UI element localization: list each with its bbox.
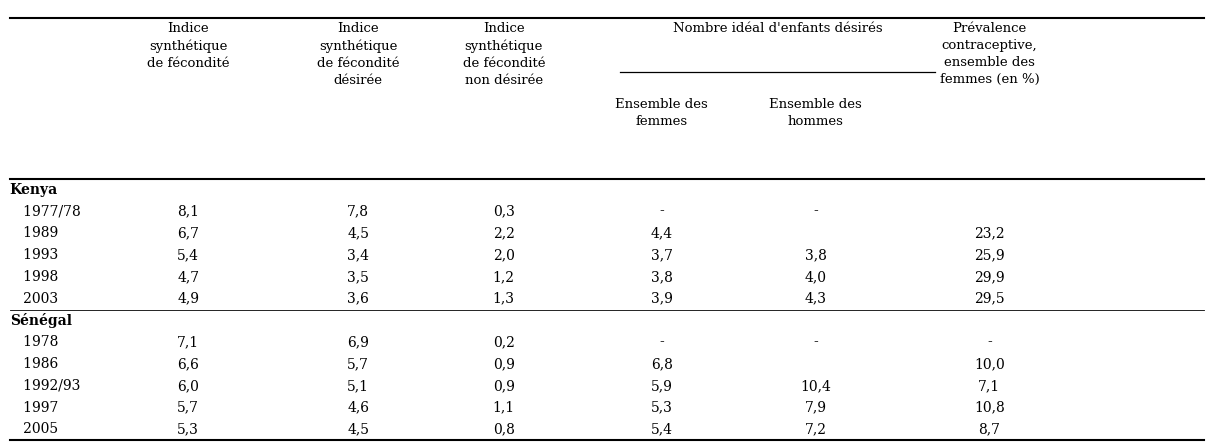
Text: 7,2: 7,2 [805, 422, 827, 436]
Text: 4,6: 4,6 [347, 401, 369, 415]
Text: Indice
synthétique
de fécondité
désirée: Indice synthétique de fécondité désirée [317, 22, 399, 87]
Text: Indice
synthétique
de fécondité
non désirée: Indice synthétique de fécondité non dési… [463, 22, 545, 87]
Text: 0,9: 0,9 [493, 379, 515, 393]
Text: 7,1: 7,1 [177, 335, 199, 349]
Text: -: - [659, 335, 664, 349]
Text: 0,8: 0,8 [493, 422, 515, 436]
Text: 5,4: 5,4 [177, 248, 199, 262]
Text: 5,7: 5,7 [177, 401, 199, 415]
Text: 4,5: 4,5 [347, 226, 369, 240]
Text: 1992/93: 1992/93 [10, 379, 80, 393]
Text: 5,1: 5,1 [347, 379, 369, 393]
Text: 6,6: 6,6 [177, 357, 199, 371]
Text: 1997: 1997 [10, 401, 58, 415]
Text: 6,7: 6,7 [177, 226, 199, 240]
Text: 3,6: 3,6 [347, 291, 369, 306]
Text: 8,7: 8,7 [978, 422, 1000, 436]
Text: 1989: 1989 [10, 226, 58, 240]
Text: -: - [987, 335, 992, 349]
Text: Ensemble des
femmes: Ensemble des femmes [615, 98, 708, 128]
Text: -: - [813, 335, 818, 349]
Text: 25,9: 25,9 [974, 248, 1005, 262]
Text: Nombre idéal d'enfants désirés: Nombre idéal d'enfants désirés [674, 22, 883, 35]
Text: 1,1: 1,1 [493, 401, 515, 415]
Text: Ensemble des
hommes: Ensemble des hommes [770, 98, 862, 128]
Text: 3,8: 3,8 [805, 248, 827, 262]
Text: 5,3: 5,3 [651, 401, 673, 415]
Text: 3,7: 3,7 [651, 248, 673, 262]
Text: 2,2: 2,2 [493, 226, 515, 240]
Text: 1,2: 1,2 [493, 270, 515, 284]
Text: 2,0: 2,0 [493, 248, 515, 262]
Text: Sénégal: Sénégal [10, 313, 72, 328]
Text: Kenya: Kenya [10, 183, 58, 197]
Text: 4,7: 4,7 [177, 270, 199, 284]
Text: 6,0: 6,0 [177, 379, 199, 393]
Text: 4,3: 4,3 [805, 291, 827, 306]
Text: 6,9: 6,9 [347, 335, 369, 349]
Text: 3,9: 3,9 [651, 291, 673, 306]
Text: 1986: 1986 [10, 357, 58, 371]
Text: 5,7: 5,7 [347, 357, 369, 371]
Text: 5,4: 5,4 [651, 422, 673, 436]
Text: -: - [813, 204, 818, 219]
Text: 0,9: 0,9 [493, 357, 515, 371]
Text: 4,5: 4,5 [347, 422, 369, 436]
Text: 23,2: 23,2 [974, 226, 1005, 240]
Text: 0,3: 0,3 [493, 204, 515, 219]
Text: -: - [659, 204, 664, 219]
Text: 4,9: 4,9 [177, 291, 199, 306]
Text: 4,4: 4,4 [651, 226, 673, 240]
Text: 1978: 1978 [10, 335, 58, 349]
Text: Prévalence
contraceptive,
ensemble des
femmes (en %): Prévalence contraceptive, ensemble des f… [940, 22, 1039, 86]
Text: 1,3: 1,3 [493, 291, 515, 306]
Text: 10,8: 10,8 [974, 401, 1005, 415]
Text: 1977/78: 1977/78 [10, 204, 80, 219]
Text: 29,5: 29,5 [974, 291, 1005, 306]
Text: 3,5: 3,5 [347, 270, 369, 284]
Text: 3,4: 3,4 [347, 248, 369, 262]
Text: 1998: 1998 [10, 270, 58, 284]
Text: 8,1: 8,1 [177, 204, 199, 219]
Text: 29,9: 29,9 [974, 270, 1005, 284]
Text: 7,8: 7,8 [347, 204, 369, 219]
Text: 7,1: 7,1 [978, 379, 1000, 393]
Text: 7,9: 7,9 [805, 401, 827, 415]
Text: 4,0: 4,0 [805, 270, 827, 284]
Text: 1993: 1993 [10, 248, 58, 262]
Text: Indice
synthétique
de fécondité: Indice synthétique de fécondité [147, 22, 229, 70]
Text: 0,2: 0,2 [493, 335, 515, 349]
Text: 5,3: 5,3 [177, 422, 199, 436]
Text: 2005: 2005 [10, 422, 58, 436]
Text: 6,8: 6,8 [651, 357, 673, 371]
Text: 10,4: 10,4 [800, 379, 832, 393]
Text: 3,8: 3,8 [651, 270, 673, 284]
Text: 10,0: 10,0 [974, 357, 1005, 371]
Text: 5,9: 5,9 [651, 379, 673, 393]
Text: 2003: 2003 [10, 291, 58, 306]
